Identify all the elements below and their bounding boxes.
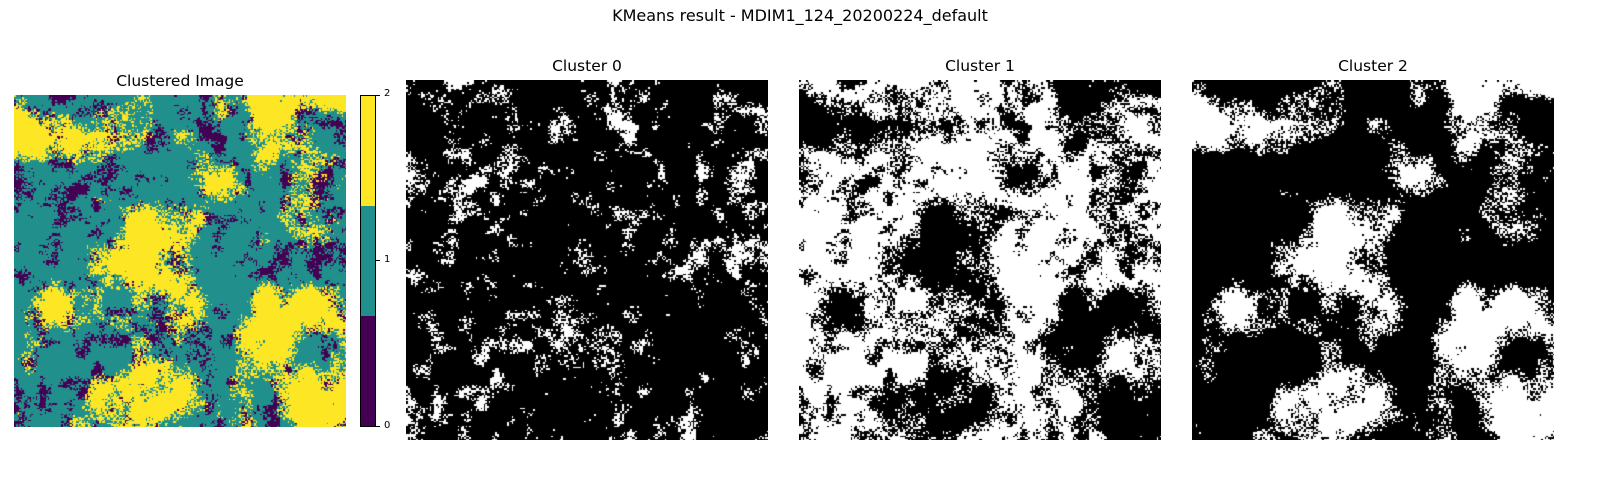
panel-title-clustered: Clustered Image [116,72,244,90]
colorbar-tick-2: 2 [384,88,391,99]
panel-title-cluster-0: Cluster 0 [552,57,622,75]
colorbar-tick-1: 1 [384,254,391,265]
colorbar-tick-0: 0 [384,420,391,431]
clustered-image-panel [14,95,346,427]
colorbar-tick-mark-1 [376,260,380,261]
colorbar-segment-1 [361,205,375,316]
cluster-1-panel [799,80,1161,440]
colorbar-segment-0 [361,315,375,426]
panel-title-cluster-1: Cluster 1 [945,57,1015,75]
colorbar [360,95,376,427]
figure-suptitle: KMeans result - MDIM1_124_20200224_defau… [612,6,988,25]
colorbar-segment-2 [361,96,375,206]
clustered-image-canvas [14,95,346,427]
colorbar-tick-mark-0 [376,426,380,427]
panel-title-cluster-2: Cluster 2 [1338,57,1408,75]
cluster-2-panel [1192,80,1554,440]
cluster-2-mask-canvas [1192,80,1554,440]
colorbar-tick-mark-2 [376,95,380,96]
cluster-0-panel [406,80,768,440]
cluster-1-mask-canvas [799,80,1161,440]
cluster-0-mask-canvas [406,80,768,440]
